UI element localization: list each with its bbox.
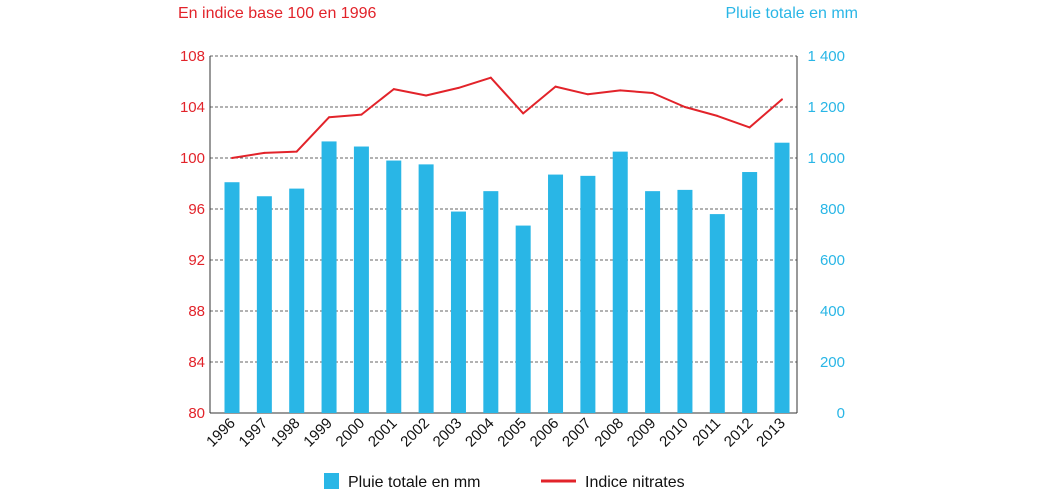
line-point <box>781 98 783 101</box>
x-tick-label: 2008 <box>591 415 627 451</box>
right-tick-label: 1 400 <box>807 48 845 65</box>
line-point <box>716 114 719 117</box>
right-tick-label: 0 <box>837 405 845 422</box>
bar <box>386 160 402 413</box>
bar <box>548 174 564 413</box>
x-tick-label: 2004 <box>462 415 498 451</box>
x-tick-label: 2001 <box>365 415 401 451</box>
line-point <box>231 157 233 159</box>
legend-bar-swatch <box>324 473 339 489</box>
x-tick-label: 2011 <box>689 415 724 450</box>
bar <box>742 172 758 413</box>
line-point <box>586 93 589 96</box>
bar <box>483 191 499 413</box>
right-tick-label: 1 000 <box>807 150 845 167</box>
line-point <box>425 94 428 97</box>
bar <box>256 196 272 413</box>
x-tick-label: 1997 <box>236 415 272 451</box>
left-tick-label: 108 <box>180 48 205 65</box>
left-tick-label: 96 <box>188 201 205 218</box>
legend-line-label: Indice nitrates <box>585 474 685 491</box>
legend-bar-label: Pluie totale en mm <box>348 474 481 491</box>
bar <box>580 175 596 413</box>
x-tick-label: 2007 <box>559 415 595 451</box>
left-axis-title: En indice base 100 en 1996 <box>178 5 377 22</box>
right-tick-label: 200 <box>820 354 845 371</box>
line-point <box>554 85 557 88</box>
right-tick-label: 400 <box>820 303 845 320</box>
line-point <box>392 88 395 91</box>
right-axis-title: Pluie totale en mm <box>725 5 858 22</box>
left-tick-label: 104 <box>180 99 205 116</box>
line-point <box>263 151 266 154</box>
nitrate-line <box>231 76 783 159</box>
x-tick-label: 1996 <box>203 415 239 451</box>
bar <box>418 164 434 413</box>
x-tick-label: 2005 <box>494 415 530 451</box>
bar <box>709 214 725 413</box>
left-tick-label: 100 <box>180 150 205 167</box>
line-point <box>328 116 331 119</box>
x-tick-label: 1999 <box>300 415 336 451</box>
line-point <box>360 113 363 116</box>
bar <box>450 211 466 413</box>
bar <box>774 142 790 413</box>
x-tick-label: 2012 <box>721 415 757 451</box>
bar <box>645 191 661 413</box>
line-point <box>619 89 622 92</box>
line-point <box>748 126 751 129</box>
line-point <box>522 112 525 115</box>
line-point <box>489 76 492 79</box>
line-point <box>651 91 654 94</box>
x-tick-label: 2009 <box>624 415 660 451</box>
line-point <box>295 150 298 153</box>
x-tick-label: 2000 <box>333 415 369 451</box>
left-tick-label: 88 <box>188 303 205 320</box>
x-tick-label: 2013 <box>753 415 789 451</box>
right-tick-label: 800 <box>820 201 845 218</box>
line-point <box>683 106 686 108</box>
right-tick-label: 1 200 <box>807 99 845 116</box>
x-tick-label: 2006 <box>527 415 563 451</box>
bar <box>353 146 369 413</box>
right-tick-label: 600 <box>820 252 845 269</box>
bar <box>677 189 693 413</box>
bar <box>612 151 628 413</box>
x-tick-label: 2002 <box>397 415 433 451</box>
bar <box>515 225 531 413</box>
left-tick-label: 84 <box>188 354 205 371</box>
x-tick-label: 2010 <box>656 415 692 451</box>
bar <box>321 141 337 414</box>
left-tick-label: 80 <box>188 405 205 422</box>
x-tick-label: 2003 <box>430 415 466 451</box>
bar <box>224 182 240 413</box>
line-point <box>457 86 460 89</box>
left-tick-label: 92 <box>188 252 205 269</box>
x-tick-label: 1998 <box>268 415 304 451</box>
bar <box>289 188 305 413</box>
